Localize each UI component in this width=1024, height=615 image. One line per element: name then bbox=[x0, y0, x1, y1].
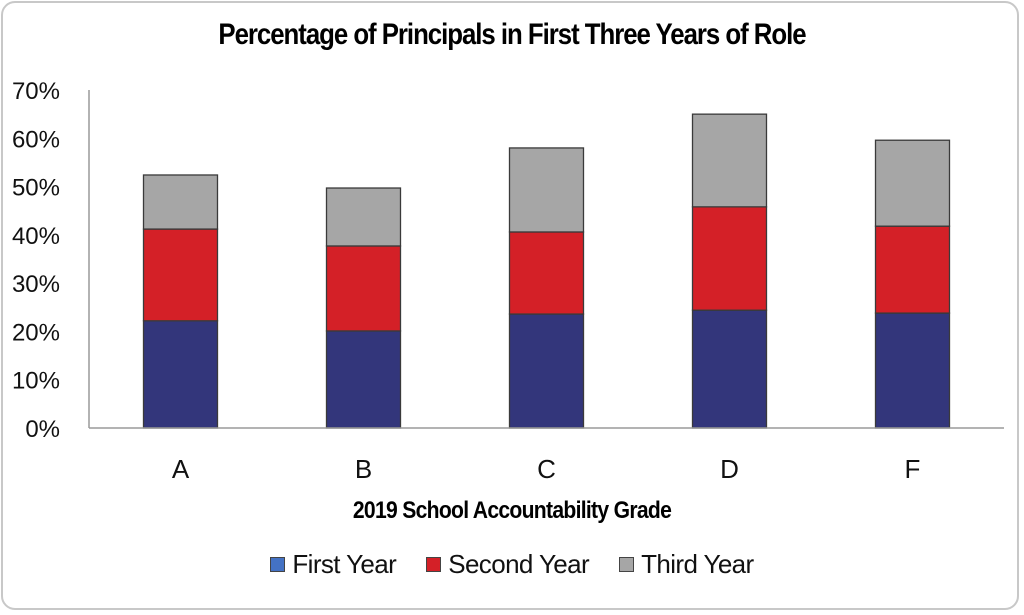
y-tick-label: 0% bbox=[25, 416, 60, 443]
y-axis-ticks: 0% 10% 20% 30% 40% 50% 60% 70% bbox=[12, 78, 60, 443]
legend-label-first-year: First Year bbox=[292, 549, 397, 579]
bar-b-third-year bbox=[325, 187, 402, 247]
y-tick-label: 10% bbox=[12, 368, 60, 395]
bar-b-first-year bbox=[325, 330, 402, 429]
bar-a-second-year bbox=[142, 228, 219, 322]
legend-swatch-third-year bbox=[619, 557, 635, 572]
legend-label-third-year: Third Year bbox=[641, 549, 754, 579]
x-tick-label: D bbox=[720, 454, 739, 484]
legend: First Year Second Year Third Year bbox=[0, 549, 1024, 580]
legend-label-second-year: Second Year bbox=[448, 549, 590, 579]
bar-d-third-year bbox=[691, 113, 768, 208]
x-tick-label: A bbox=[172, 454, 190, 484]
bar-a-third-year bbox=[142, 174, 219, 230]
bar-f-first-year bbox=[874, 312, 951, 429]
y-tick-label: 60% bbox=[12, 126, 60, 153]
legend-item-first-year: First Year bbox=[270, 549, 397, 580]
bar-d-second-year bbox=[691, 206, 768, 311]
bar-b-second-year bbox=[325, 245, 402, 332]
legend-swatch-second-year bbox=[426, 557, 442, 572]
x-tick-label: B bbox=[355, 454, 372, 484]
y-tick-label: 30% bbox=[12, 271, 60, 298]
y-tick-label: 50% bbox=[12, 175, 60, 202]
x-tick-label: C bbox=[537, 454, 556, 484]
bar-c-second-year bbox=[508, 231, 585, 315]
bar-d-first-year bbox=[691, 309, 768, 429]
x-axis-title: 2019 School Accountability Grade bbox=[352, 497, 672, 524]
legend-item-third-year: Third Year bbox=[619, 549, 754, 580]
bar-f-second-year bbox=[874, 225, 951, 314]
y-tick-label: 70% bbox=[12, 78, 60, 105]
bar-c-first-year bbox=[508, 313, 585, 429]
chart-title: Percentage of Principals in First Three … bbox=[218, 18, 806, 51]
legend-item-second-year: Second Year bbox=[426, 549, 590, 580]
bar-a-first-year bbox=[142, 320, 219, 429]
x-tick-label: F bbox=[905, 454, 921, 484]
legend-swatch-first-year bbox=[270, 557, 286, 572]
bars bbox=[142, 113, 951, 429]
bar-f-third-year bbox=[874, 139, 951, 227]
y-tick-label: 40% bbox=[12, 223, 60, 250]
bar-c-third-year bbox=[508, 147, 585, 233]
y-tick-label: 20% bbox=[12, 319, 60, 346]
